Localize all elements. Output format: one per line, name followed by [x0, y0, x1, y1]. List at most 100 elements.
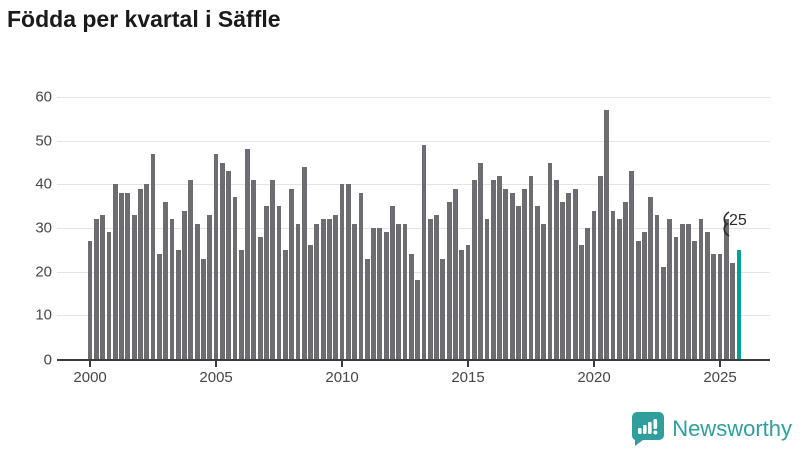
bar: [610, 210, 616, 359]
bar: [390, 206, 395, 359]
bar: [219, 162, 225, 359]
bar: [415, 280, 421, 359]
bar: [352, 223, 358, 359]
bar: [541, 223, 547, 359]
y-axis-label-0: 0: [43, 351, 52, 369]
x-axis-tick-2025: [719, 361, 721, 367]
bar: [232, 197, 238, 359]
bar: [358, 193, 364, 359]
bar: [125, 193, 131, 359]
bar: [156, 254, 162, 359]
bar: [711, 254, 717, 359]
y-axis-label-50: 50: [35, 132, 52, 150]
bar: [522, 188, 528, 359]
bar: [528, 175, 534, 359]
bar: [692, 241, 698, 359]
bar: [289, 188, 295, 359]
bar: [213, 153, 219, 359]
gridline-y-60: [57, 96, 770, 98]
bar: [119, 193, 124, 359]
bar: [717, 254, 723, 359]
bar: [616, 219, 622, 359]
gridline-y-50: [57, 140, 770, 142]
bar: [591, 210, 597, 359]
bar: [383, 232, 389, 359]
bar: [138, 188, 143, 359]
bar: [698, 219, 704, 359]
bar: [371, 228, 376, 359]
bar: [201, 258, 206, 359]
x-axis-tick-2020: [593, 361, 596, 367]
bar: [471, 179, 477, 359]
newsworthy-logo-text: Newsworthy: [672, 415, 792, 441]
bar: [453, 188, 458, 359]
gridline-y-40: [57, 184, 770, 186]
bar: [648, 197, 654, 359]
bar: [188, 179, 194, 359]
bar-highlighted-latest-quarter: [736, 249, 742, 359]
bar: [100, 214, 106, 359]
bar: [440, 258, 446, 359]
bar: [238, 249, 244, 359]
bar: [320, 219, 326, 359]
bar: [308, 245, 313, 359]
bar: [364, 258, 370, 359]
bar: [333, 214, 339, 359]
bar: [163, 201, 169, 359]
bar: [345, 184, 351, 359]
bar: [264, 206, 269, 359]
bar: [503, 188, 509, 359]
bar: [434, 214, 439, 359]
bar: [490, 179, 496, 359]
bar: [87, 241, 93, 359]
bar: [686, 223, 691, 359]
bar: [327, 219, 332, 359]
bar: [660, 267, 666, 359]
bar: [667, 219, 672, 359]
x-axis-label-2020: 2020: [577, 369, 611, 386]
bar: [629, 171, 635, 359]
bar: [705, 232, 710, 359]
bar: [339, 184, 345, 359]
x-axis-label-2025: 2025: [703, 369, 737, 386]
x-axis-label-2000: 2000: [73, 369, 107, 386]
latest-value-annotation: 25: [729, 212, 747, 229]
bar: [295, 223, 301, 359]
x-axis-line: [57, 359, 770, 361]
bar: [673, 236, 679, 359]
chart-title: Födda per kvartal i Säffle: [7, 6, 281, 32]
bar: [484, 219, 490, 359]
bar: [642, 232, 647, 359]
newsworthy-logo-icon: [632, 412, 665, 446]
bar: [459, 249, 465, 359]
bar: [207, 214, 213, 359]
bar: [427, 219, 433, 359]
gridline-y-30: [57, 227, 770, 229]
bar: [421, 145, 427, 359]
bar: [679, 223, 685, 359]
bar: [144, 184, 150, 359]
bar: [251, 179, 257, 359]
bar: [245, 149, 250, 359]
bar: [572, 188, 578, 359]
x-axis-tick-2010: [341, 361, 344, 367]
bar: [226, 171, 232, 359]
bar: [257, 236, 263, 359]
bar: [553, 179, 559, 359]
y-axis-label-40: 40: [35, 175, 52, 193]
bar: [169, 219, 175, 359]
bar: [276, 206, 282, 359]
x-axis-label-2015: 2015: [451, 369, 485, 386]
y-axis-label-10: 10: [35, 306, 52, 324]
bar: [579, 245, 584, 359]
annotation-leader-line: [723, 211, 730, 237]
bar: [635, 241, 641, 359]
bar: [730, 262, 735, 359]
bar: [270, 179, 276, 359]
bar: [516, 206, 521, 359]
x-axis-label-2010: 2010: [325, 369, 359, 386]
y-axis-label-30: 30: [35, 219, 52, 237]
y-axis-label-60: 60: [35, 88, 52, 106]
bar: [402, 223, 408, 359]
